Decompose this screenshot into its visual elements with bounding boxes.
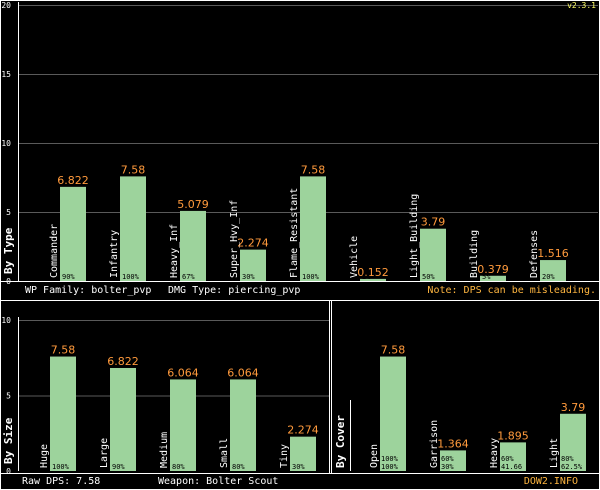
value-label-size-4: 2.274 [287, 424, 319, 437]
dps-warning-note: Note: DPS can be misleading. [427, 285, 596, 296]
panel-title-size: By Size [2, 417, 15, 464]
value-label-cover-3: 3.79 [561, 401, 586, 414]
value-label-type-6: 3.79 [421, 216, 446, 229]
category-label-type-2: Heavy_Inf [169, 224, 180, 278]
ytick-type-15: 15 [1, 70, 11, 79]
category-label-size-1: Large [99, 438, 110, 468]
category-label-type-5: Vehicle [349, 236, 360, 278]
category-label-cover-3: Light [549, 438, 560, 468]
value-label-size-0: 7.58 [51, 344, 76, 357]
percent-label-cover-1-a: 60% [441, 455, 454, 463]
category-label-cover-1: Garrison [429, 420, 440, 468]
panel-title-type: By Type [2, 227, 15, 274]
category-label-type-3: Super_Hvy_Inf [229, 200, 240, 278]
bar-cover-light [560, 413, 586, 471]
value-label-type-7: 0.379 [477, 263, 509, 276]
category-label-size-3: Small [219, 438, 230, 468]
bar-cover-heavy [500, 442, 526, 471]
ytick-type-5: 5 [6, 208, 11, 217]
bar-type-infantry [120, 176, 146, 281]
site-link[interactable]: DOW2.INFO [523, 476, 578, 487]
percent-label-cover-3-b: 62.5% [561, 463, 583, 471]
bar-type-super_hvy_inf [240, 249, 266, 281]
bar-type-flame_resistant [300, 176, 326, 281]
bar-cover-open [380, 356, 406, 471]
ytick-type-20: 20 [1, 1, 11, 10]
category-label-type-4: Flame_Resistant [289, 188, 300, 278]
ytick-type-10: 10 [1, 139, 11, 148]
bar-size-tiny [290, 436, 316, 471]
bar-type-heavy_inf [180, 210, 206, 281]
bar-size-medium [170, 379, 196, 471]
value-label-size-1: 6.822 [107, 355, 139, 368]
percent-label-type-4: 100% [302, 273, 320, 281]
weapon-label: Weapon: Bolter Scout [158, 476, 279, 487]
category-label-size-4: Tiny [279, 444, 290, 468]
percent-label-type-6: 50% [422, 273, 435, 281]
percent-label-type-7: 5% [482, 273, 491, 281]
value-label-cover-0: 7.58 [381, 344, 406, 357]
ytick-size-5: 5 [6, 392, 11, 401]
category-label-type-7: Building [469, 230, 480, 278]
category-label-size-0: Huge [39, 444, 50, 468]
bar-size-large [110, 367, 136, 471]
value-label-type-4: 7.58 [301, 163, 326, 176]
category-label-type-0: Commander [49, 224, 60, 278]
percent-label-size-2: 80% [172, 463, 185, 471]
value-label-type-5: 0.152 [357, 266, 389, 279]
value-label-type-3: 2.274 [237, 237, 269, 250]
percent-label-type-5: 2% [362, 273, 371, 281]
percent-label-type-0: 90% [62, 273, 75, 281]
percent-label-type-2: 67% [182, 273, 195, 281]
bar-type-vehicle [360, 278, 386, 281]
value-label-type-2: 5.079 [177, 198, 209, 211]
percent-label-cover-2-b: 41.66 [501, 463, 522, 471]
percent-label-type-8: 20% [542, 273, 555, 281]
ytick-size-0: 0 [6, 467, 11, 476]
percent-label-cover-0-b: 100% [381, 463, 399, 471]
value-label-cover-1: 1.364 [437, 437, 469, 450]
category-label-cover-0: Open [369, 444, 380, 468]
version-label: v2.3.1 [567, 1, 596, 10]
category-label-type-8: Defenses [529, 230, 540, 278]
bar-cover-garrison [440, 450, 466, 471]
panel-title-cover: By Cover [334, 415, 347, 468]
percent-label-cover-1-b: 30% [441, 463, 454, 471]
value-label-size-3: 6.064 [227, 366, 259, 379]
value-label-type-1: 7.58 [121, 163, 146, 176]
dmg-type-label: DMG Type: piercing_pvp [168, 285, 301, 296]
percent-label-type-1: 100% [122, 273, 140, 281]
bar-size-small [230, 379, 256, 471]
bar-type-defenses [540, 260, 566, 281]
value-label-size-2: 6.064 [167, 366, 199, 379]
wp-family-label: WP Family: bolter_pvp [25, 285, 152, 296]
bar-size-huge [50, 356, 76, 471]
percent-label-cover-2-a: 60% [501, 455, 514, 463]
value-label-type-0: 6.822 [57, 174, 89, 187]
category-label-size-2: Medium [159, 432, 170, 468]
bar-type-building [480, 275, 506, 281]
value-label-type-8: 1.516 [537, 247, 569, 260]
percent-label-size-1: 90% [112, 463, 125, 471]
percent-label-size-3: 80% [232, 463, 245, 471]
category-label-cover-2: Heavy [489, 438, 500, 468]
category-label-type-6: Light_Building [409, 194, 420, 278]
bar-type-light_building [420, 228, 446, 281]
percent-label-size-4: 30% [292, 463, 305, 471]
category-label-type-1: Infantry [109, 230, 120, 278]
bar-type-commander [60, 186, 86, 281]
percent-label-cover-3-a: 80% [561, 455, 574, 463]
percent-label-type-3: 30% [242, 273, 255, 281]
raw-dps-label: Raw DPS: 7.58 [22, 476, 101, 487]
ytick-size-10: 10 [1, 316, 11, 325]
value-label-cover-2: 1.895 [497, 429, 529, 442]
percent-label-cover-0-a: 100% [381, 455, 399, 463]
percent-label-size-0: 100% [52, 463, 70, 471]
ytick-type-0: 0 [6, 277, 11, 286]
